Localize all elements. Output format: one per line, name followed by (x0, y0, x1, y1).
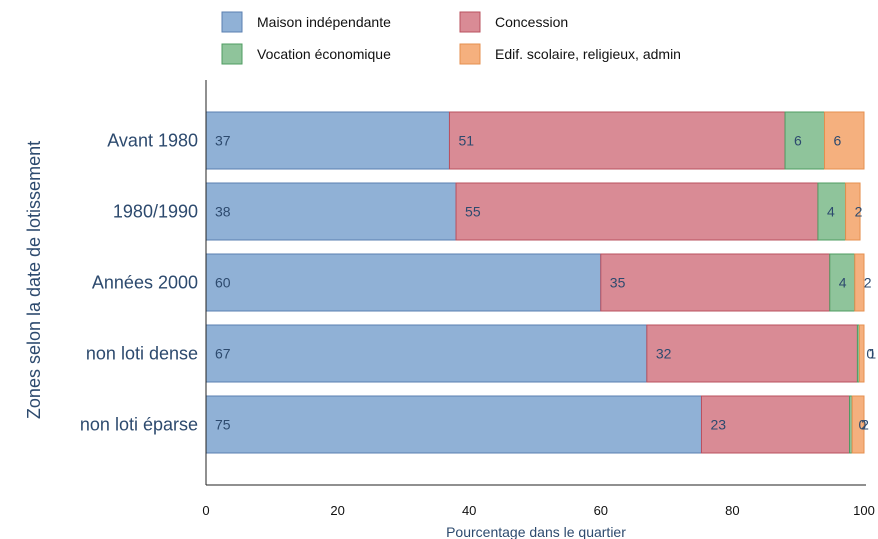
data-label-non-loti-dense-vocation-economique: 0 (866, 346, 874, 362)
bars (205, 111, 865, 454)
data-label-1980-1990-maison-independante: 38 (215, 204, 231, 220)
category-label-avant-1980: Avant 1980 (107, 131, 198, 151)
category-labels: Avant 1980 1980/1990 Années 2000 non loti d… (80, 131, 198, 435)
x-tick-label-100: 100 (853, 503, 875, 518)
x-tick-label-40: 40 (462, 503, 476, 518)
legend-swatch-maison-independante (221, 11, 243, 33)
bar-segment-avant-1980-edif-scolaire-religieux-admin (824, 111, 865, 170)
legend-label-concession: Concession (495, 14, 568, 30)
category-label-non-loti-dense: non loti dense (86, 344, 198, 364)
x-ticks: 0 20 40 60 80 100 (202, 503, 874, 518)
bar-segment-non-loti-eparse-edif-scolaire-religieux-admin (851, 395, 865, 454)
legend-label-edif-scolaire-religieux-admin: Edif. scolaire, religieux, admin (495, 46, 681, 62)
legend-swatch-vocation-economique (221, 43, 243, 65)
data-label-non-loti-eparse-concession: 23 (710, 417, 726, 433)
x-tick-label-0: 0 (202, 503, 209, 518)
data-label-avant-1980-concession: 51 (458, 133, 474, 149)
x-tick-label-80: 80 (725, 503, 739, 518)
category-label-1980-1990: 1980/1990 (113, 202, 198, 222)
bar-segment-1980-1990-edif-scolaire-religieux-admin (845, 182, 861, 241)
data-label-non-loti-dense-maison-independante: 67 (215, 346, 231, 362)
data-label-non-loti-dense-concession: 32 (656, 346, 672, 362)
bar-segment-avant-1980-concession (448, 111, 786, 170)
bar-segment-non-loti-dense-edif-scolaire-religieux-admin (858, 324, 865, 383)
data-label-1980-1990-concession: 55 (465, 204, 481, 220)
category-label-non-loti-eparse: non loti éparse (80, 415, 198, 435)
bar-segment-non-loti-dense-concession (646, 324, 858, 383)
legend-swatch-concession (459, 11, 481, 33)
category-label-annees-2000: Années 2000 (92, 273, 198, 293)
bar-segment-annees-2000-vocation-economique (829, 253, 856, 312)
bar-segment-non-loti-dense-maison-independante (205, 324, 648, 383)
x-axis-title: Pourcentage dans le quartier (446, 524, 626, 539)
bar-segment-avant-1980-maison-independante (205, 111, 450, 170)
data-label-non-loti-dense-edif-scolaire-religieux-admin: 1 (868, 346, 876, 362)
bar-segment-annees-2000-concession (600, 253, 831, 312)
legend-label-maison-independante: Maison indépendante (257, 14, 391, 30)
x-tick-label-20: 20 (330, 503, 344, 518)
legend: Maison indépendante Concession Vocation éc… (221, 11, 681, 65)
data-label-non-loti-eparse-edif-scolaire-religieux-admin: 2 (861, 417, 869, 433)
y-axis-title: Zones selon la date de lotissement (24, 141, 44, 419)
data-label-annees-2000-vocation-economique: 4 (839, 275, 847, 291)
bar-segment-non-loti-eparse-maison-independante (205, 395, 702, 454)
axes (205, 80, 866, 486)
bar-segment-1980-1990-maison-independante (205, 182, 457, 241)
data-label-annees-2000-concession: 35 (610, 275, 626, 291)
bar-segment-avant-1980-vocation-economique (784, 111, 826, 170)
x-tick-label-60: 60 (594, 503, 608, 518)
data-label-annees-2000-edif-scolaire-religieux-admin: 2 (864, 275, 872, 291)
data-label-non-loti-eparse-vocation-economique: 0 (859, 417, 867, 433)
data-label-avant-1980-maison-independante: 37 (215, 133, 231, 149)
bar-segment-1980-1990-concession (455, 182, 819, 241)
data-label-1980-1990-edif-scolaire-religieux-admin: 2 (855, 204, 863, 220)
legend-swatch-edif-scolaire-religieux-admin (459, 43, 481, 65)
data-label-non-loti-eparse-maison-independante: 75 (215, 417, 231, 433)
data-label-annees-2000-maison-independante: 60 (215, 275, 231, 291)
bar-segment-non-loti-eparse-concession (700, 395, 851, 454)
data-label-avant-1980-edif-scolaire-religieux-admin: 6 (834, 133, 842, 149)
data-label-1980-1990-vocation-economique: 4 (827, 204, 835, 220)
bar-segment-annees-2000-edif-scolaire-religieux-admin (854, 253, 865, 312)
bar-segment-annees-2000-maison-independante (205, 253, 602, 312)
bar-segment-1980-1990-vocation-economique (817, 182, 847, 241)
legend-label-vocation-economique: Vocation économique (257, 46, 391, 62)
data-label-avant-1980-vocation-economique: 6 (794, 133, 802, 149)
